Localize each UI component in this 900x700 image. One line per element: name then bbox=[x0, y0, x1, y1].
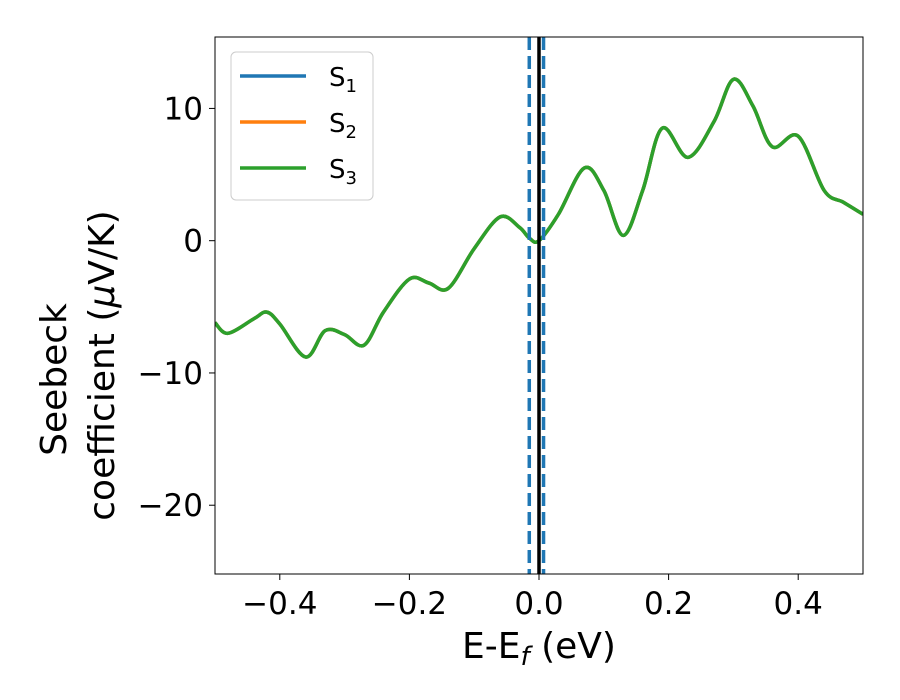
y-tick-label: 10 bbox=[164, 91, 203, 127]
x-axis-label: E-Ef (eV) bbox=[462, 626, 616, 672]
legend: S1 S2 S3 bbox=[230, 51, 374, 201]
x-axis: −0.4 −0.2 0.0 0.2 0.4 bbox=[242, 574, 823, 622]
x-tick-label: −0.4 bbox=[242, 586, 317, 622]
y-axis-label-prefix: coefficient ( bbox=[82, 308, 123, 521]
x-tick-label: −0.2 bbox=[372, 586, 447, 622]
y-tick-label: 0 bbox=[183, 224, 203, 260]
x-axis-label-suffix: (eV) bbox=[530, 626, 616, 667]
y-axis-label: Seebeck coefficient (μV/K) bbox=[34, 210, 123, 520]
y-axis-label-line2: coefficient (μV/K) bbox=[82, 210, 123, 520]
x-tick-label: 0.0 bbox=[514, 586, 563, 622]
legend-label-s1: S1 bbox=[329, 63, 357, 97]
plot-area bbox=[215, 37, 863, 574]
y-tick-label: −10 bbox=[138, 356, 203, 392]
x-axis-label-main: E-E bbox=[462, 626, 520, 667]
y-axis: 10 0 −10 −20 bbox=[138, 91, 215, 524]
y-axis-label-suffix: V/K) bbox=[82, 210, 123, 284]
legend-label-s3: S3 bbox=[329, 155, 357, 189]
legend-label-s2: S2 bbox=[329, 109, 357, 143]
legend-box bbox=[230, 51, 374, 201]
x-tick-label: 0.4 bbox=[774, 586, 823, 622]
x-tick-label: 0.2 bbox=[644, 586, 693, 622]
y-tick-label: −20 bbox=[138, 488, 203, 524]
y-axis-label-line1: Seebeck bbox=[34, 303, 75, 456]
y-axis-label-mu: μ bbox=[82, 285, 123, 309]
